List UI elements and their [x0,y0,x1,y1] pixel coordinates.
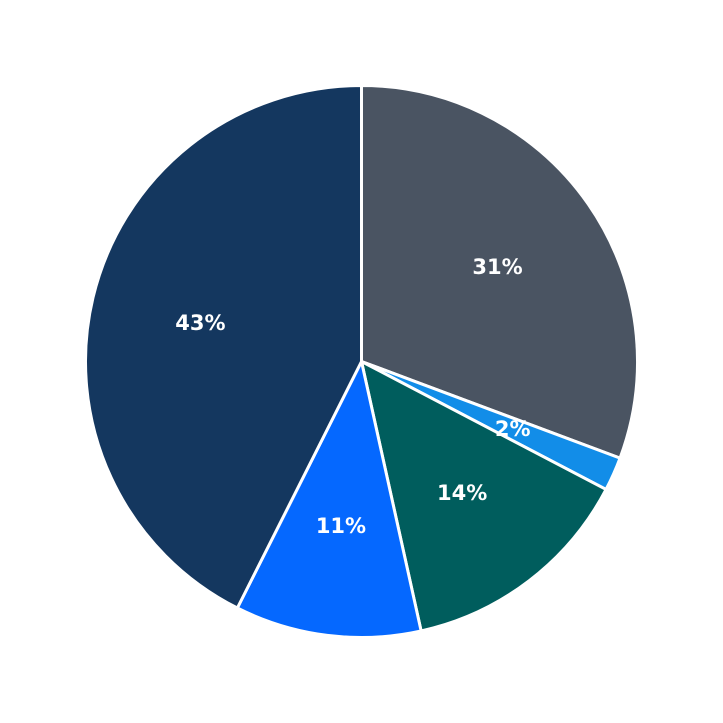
pie-slice-label-3: 11% [316,514,366,538]
pie-slice-2 [360,360,608,633]
pie-slice-3 [235,360,423,639]
pie-labels: 31% 2% 14% 11% 43% [175,255,530,538]
pie-slice-0 [360,84,639,460]
pie-slices [84,84,639,639]
pie-slice-label-1: 2% [495,417,531,441]
pie-slice-4 [84,84,363,610]
pie-slice-label-4: 43% [175,311,225,335]
pie-slice-label-0: 31% [472,255,522,279]
pie-slice-label-2: 14% [437,481,487,505]
